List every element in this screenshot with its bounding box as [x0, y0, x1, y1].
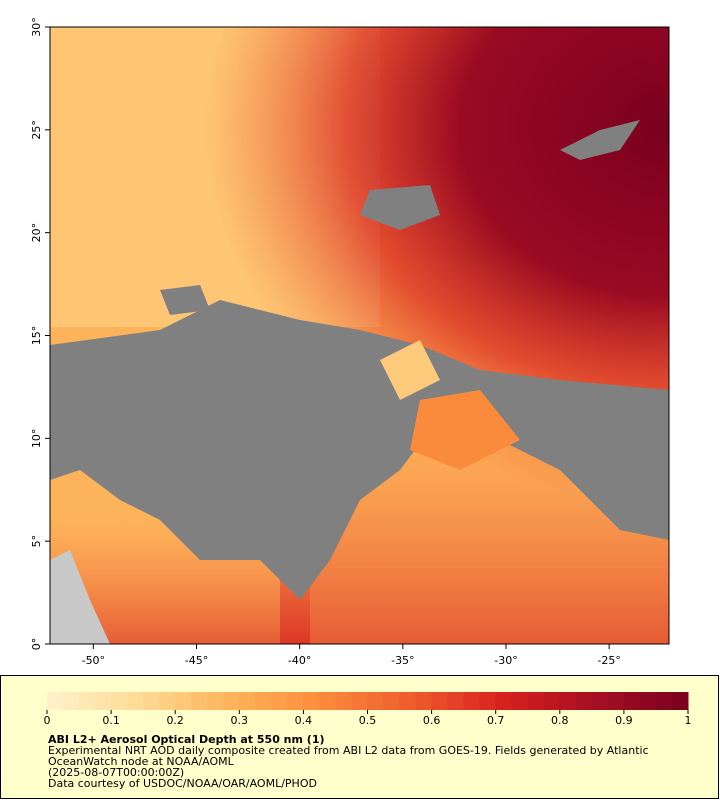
x-tick-label: -30°: [494, 654, 517, 667]
colorbar-swatch: [559, 692, 577, 710]
colorbar-swatch: [63, 692, 80, 710]
x-tick-label: -45°: [185, 654, 208, 667]
colorbar-swatch: [175, 692, 192, 710]
colorbar-tick-label: 0.3: [231, 714, 249, 727]
colorbar-swatch: [191, 692, 208, 710]
y-tick-label: 10°: [30, 429, 43, 449]
colorbar-swatch: [95, 692, 112, 710]
legend-line: OceanWatch node at NOAA/AOML: [48, 755, 235, 768]
colorbar-swatch: [639, 692, 657, 710]
x-tick-label: -25°: [597, 654, 620, 667]
colorbar-swatch: [543, 692, 561, 710]
colorbar-tick-label: 0: [44, 714, 51, 727]
colorbar-tick-label: 0.8: [551, 714, 569, 727]
colorbar-swatch: [143, 692, 160, 710]
y-tick-label: 30°: [30, 17, 43, 37]
x-tick-label: -50°: [82, 654, 105, 667]
colorbar-swatch: [655, 692, 673, 710]
y-tick-label: 0°: [30, 638, 43, 651]
colorbar-swatch: [111, 692, 128, 710]
legend-line: (2025-08-07T00:00:00Z): [48, 766, 184, 779]
colorbar-swatch: [591, 692, 609, 710]
colorbar-swatch: [383, 692, 401, 710]
colorbar-swatch: [527, 692, 545, 710]
colorbar-swatch: [463, 692, 481, 710]
legend-line: Experimental NRT AOD daily composite cre…: [48, 744, 649, 757]
colorbar-swatch: [479, 692, 497, 710]
colorbar-swatch: [495, 692, 513, 710]
colorbar-swatch: [239, 692, 256, 710]
colorbar-swatch: [415, 692, 433, 710]
colorbar-tick-label: 0.4: [295, 714, 313, 727]
colorbar-swatch: [575, 692, 593, 710]
x-tick-label: -40°: [288, 654, 311, 667]
colorbar-swatch: [47, 692, 64, 710]
colorbar-swatch: [335, 692, 352, 710]
colorbar-swatch: [399, 692, 417, 710]
colorbar-swatch: [255, 692, 272, 710]
colorbar-swatch: [207, 692, 224, 710]
colorbar-swatch: [623, 692, 641, 710]
colorbar-tick-label: 0.5: [359, 714, 377, 727]
colorbar-swatch: [351, 692, 368, 710]
y-tick-label: 20°: [30, 223, 43, 243]
colorbar-swatch: [287, 692, 304, 710]
colorbar-swatch: [79, 692, 96, 710]
y-tick-label: 25°: [30, 120, 43, 140]
colorbar-swatch: [319, 692, 336, 710]
colorbar-tick-label: 0.7: [487, 714, 505, 727]
y-tick-label: 15°: [30, 326, 43, 346]
colorbar-tick-label: 1: [685, 714, 692, 727]
colorbar-swatch: [303, 692, 320, 710]
x-tick-label: -35°: [391, 654, 414, 667]
colorbar-swatch: [511, 692, 529, 710]
colorbar-tick-label: 0.6: [423, 714, 441, 727]
colorbar-tick-label: 0.2: [166, 714, 184, 727]
colorbar-swatch: [431, 692, 449, 710]
colorbar-tick-label: 0.9: [615, 714, 633, 727]
colorbar-swatch: [159, 692, 176, 710]
colorbar-tick-label: 0.1: [102, 714, 120, 727]
colorbar-swatch: [607, 692, 625, 710]
legend-line: Data courtesy of USDOC/NOAA/OAR/AOML/PHO…: [48, 777, 317, 790]
y-tick-label: 5°: [30, 535, 43, 548]
colorbar-swatch: [223, 692, 240, 710]
colorbar-swatch: [447, 692, 465, 710]
aod-raster: [50, 27, 669, 644]
colorbar-swatch: [127, 692, 144, 710]
colorbar-swatch: [367, 692, 385, 710]
colorbar-swatch: [671, 692, 689, 710]
colorbar-swatch: [271, 692, 288, 710]
legend-title: ABI L2+ Aerosol Optical Depth at 550 nm …: [48, 733, 325, 746]
